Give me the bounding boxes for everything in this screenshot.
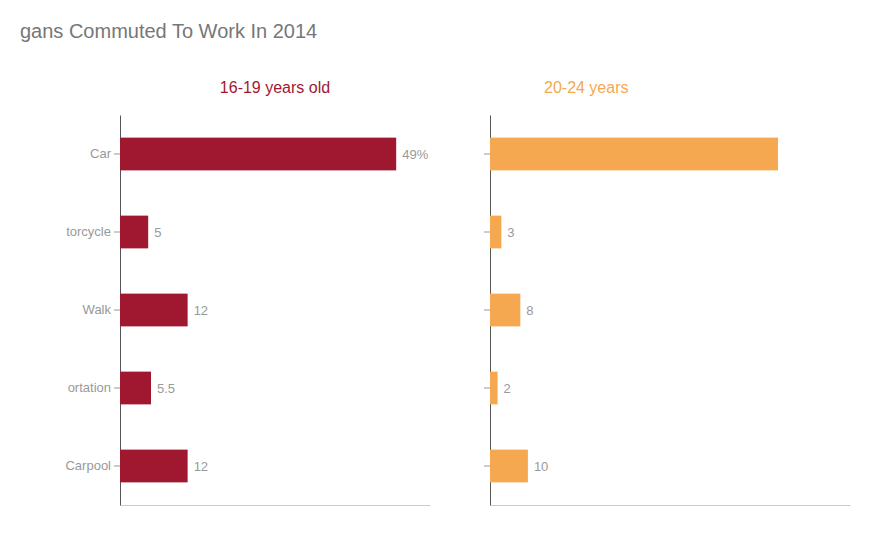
data-label: 8	[526, 303, 533, 318]
bar	[490, 294, 520, 327]
y-tick: Walk	[83, 302, 120, 317]
category-label: Walk	[83, 302, 112, 317]
panel: 3 8 2 10 20-24 years	[484, 79, 851, 506]
y-tick	[484, 232, 490, 233]
bar	[120, 450, 188, 483]
y-tick: ortation	[68, 380, 120, 395]
y-tick-mark	[114, 310, 120, 311]
bar	[120, 372, 151, 405]
category-label: Carpool	[65, 458, 111, 473]
y-tick	[484, 466, 490, 467]
x-axis-line	[121, 505, 431, 506]
category-label: torcycle	[66, 224, 111, 239]
panel: Car torcycle Walk ortation Carpool 49% 5 12 5.5 1…	[65, 79, 430, 506]
y-tick: torcycle	[66, 224, 120, 239]
y-tick	[484, 310, 490, 311]
data-label: 2	[504, 381, 511, 396]
x-axis	[121, 505, 431, 506]
y-axis: Car torcycle Walk ortation Carpool	[65, 116, 120, 506]
y-tick	[484, 154, 490, 155]
bar	[490, 138, 778, 171]
category-label: Car	[90, 146, 112, 161]
y-tick: Carpool	[65, 458, 120, 473]
bar	[490, 216, 501, 249]
series-label: 20-24 years	[544, 79, 629, 96]
data-label: 5	[154, 225, 161, 240]
data-label: 10	[534, 459, 548, 474]
data-label: 12	[194, 459, 208, 474]
y-tick-mark	[484, 154, 490, 155]
x-axis	[491, 505, 851, 506]
bar	[490, 450, 528, 483]
y-tick-mark	[114, 154, 120, 155]
chart: gans Commuted To Work In 2014 Car torcycle…	[0, 0, 880, 542]
y-tick	[484, 388, 490, 389]
series-label: 16-19 years old	[220, 79, 330, 96]
data-label: 12	[194, 303, 208, 318]
bar	[120, 294, 188, 327]
x-axis-line	[491, 505, 851, 506]
data-label: 5.5	[157, 381, 175, 396]
data-label: 49%	[402, 147, 428, 162]
data-label: 3	[507, 225, 514, 240]
y-tick-mark	[484, 310, 490, 311]
bar	[120, 216, 148, 249]
y-tick-mark	[484, 232, 490, 233]
y-tick-mark	[114, 232, 120, 233]
bar	[120, 138, 396, 171]
category-label: ortation	[68, 380, 111, 395]
y-tick: Car	[90, 146, 120, 161]
bars	[120, 138, 396, 483]
y-tick-mark	[114, 388, 120, 389]
y-tick-mark	[484, 388, 490, 389]
bar	[490, 372, 498, 405]
y-axis	[484, 116, 491, 506]
bars	[490, 138, 778, 483]
y-tick-mark	[484, 466, 490, 467]
title: gans Commuted To Work In 2014	[20, 20, 317, 42]
y-tick-mark	[114, 466, 120, 467]
